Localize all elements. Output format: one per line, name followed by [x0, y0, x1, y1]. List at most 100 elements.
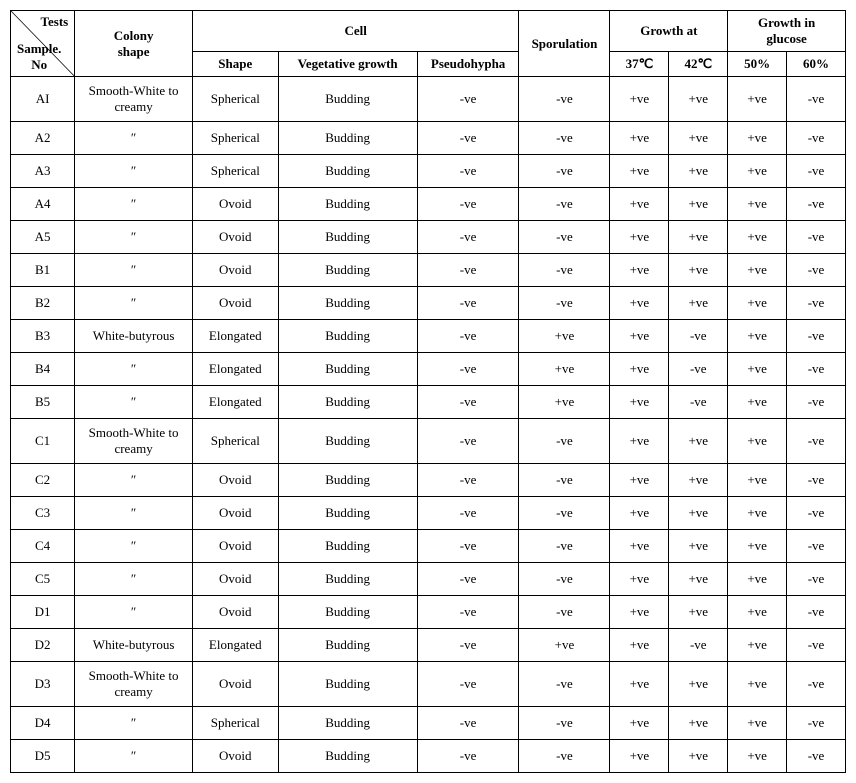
pseudohypha: -ve [417, 254, 519, 287]
table-row: D5″OvoidBudding-ve-ve+ve+ve+ve-ve [11, 740, 846, 773]
growth-42: +ve [669, 662, 728, 707]
header-cell-group: Cell [192, 11, 518, 52]
colony-shape: ″ [75, 563, 193, 596]
colony-shape: ″ [75, 155, 193, 188]
cell-shape: Ovoid [192, 596, 278, 629]
growth-42: +ve [669, 497, 728, 530]
glucose-60: -ve [787, 386, 846, 419]
colony-shape: ″ [75, 254, 193, 287]
glucose-60: -ve [787, 629, 846, 662]
cell-shape: Elongated [192, 320, 278, 353]
glucose-50: +ve [728, 320, 787, 353]
glucose-60: -ve [787, 77, 846, 122]
sample-id: B2 [11, 287, 75, 320]
growth-37: +ve [610, 629, 669, 662]
header-veg: Vegetative growth [278, 52, 417, 77]
header-sporulation: Sporulation [519, 11, 610, 77]
growth-42: -ve [669, 320, 728, 353]
header-colony: Colonyshape [75, 11, 193, 77]
growth-37: +ve [610, 221, 669, 254]
cell-shape: Spherical [192, 419, 278, 464]
growth-37: +ve [610, 563, 669, 596]
growth-37: +ve [610, 320, 669, 353]
growth-42: -ve [669, 353, 728, 386]
growth-42: -ve [669, 629, 728, 662]
veg-growth: Budding [278, 122, 417, 155]
sample-id: B3 [11, 320, 75, 353]
table-row: C3″OvoidBudding-ve-ve+ve+ve+ve-ve [11, 497, 846, 530]
growth-42: +ve [669, 287, 728, 320]
sporulation: +ve [519, 353, 610, 386]
table-row: C5″OvoidBudding-ve-ve+ve+ve+ve-ve [11, 563, 846, 596]
growth-42: +ve [669, 254, 728, 287]
sample-id: B5 [11, 386, 75, 419]
veg-growth: Budding [278, 155, 417, 188]
sample-id: C4 [11, 530, 75, 563]
veg-growth: Budding [278, 629, 417, 662]
glucose-50: +ve [728, 497, 787, 530]
sample-id: C2 [11, 464, 75, 497]
sample-id: D5 [11, 740, 75, 773]
growth-42: +ve [669, 563, 728, 596]
glucose-60: -ve [787, 419, 846, 464]
growth-42: +ve [669, 740, 728, 773]
glucose-60: -ve [787, 497, 846, 530]
cell-shape: Elongated [192, 353, 278, 386]
sporulation: -ve [519, 563, 610, 596]
cell-shape: Spherical [192, 77, 278, 122]
table-row: D1″OvoidBudding-ve-ve+ve+ve+ve-ve [11, 596, 846, 629]
pseudohypha: -ve [417, 497, 519, 530]
table-row: D3Smooth-White to creamyOvoidBudding-ve-… [11, 662, 846, 707]
sporulation: -ve [519, 662, 610, 707]
growth-42: +ve [669, 530, 728, 563]
veg-growth: Budding [278, 596, 417, 629]
growth-37: +ve [610, 386, 669, 419]
glucose-60: -ve [787, 530, 846, 563]
sporulation: -ve [519, 596, 610, 629]
sporulation: -ve [519, 155, 610, 188]
sample-id: B4 [11, 353, 75, 386]
pseudohypha: -ve [417, 464, 519, 497]
sample-id: A5 [11, 221, 75, 254]
pseudohypha: -ve [417, 629, 519, 662]
growth-42: +ve [669, 188, 728, 221]
veg-growth: Budding [278, 419, 417, 464]
colony-shape: ″ [75, 122, 193, 155]
sporulation: +ve [519, 386, 610, 419]
glucose-60: -ve [787, 254, 846, 287]
sporulation: -ve [519, 287, 610, 320]
veg-growth: Budding [278, 707, 417, 740]
cell-shape: Elongated [192, 629, 278, 662]
growth-37: +ve [610, 287, 669, 320]
table-row: B3White-butyrousElongatedBudding-ve+ve+v… [11, 320, 846, 353]
sample-id: D2 [11, 629, 75, 662]
header-60pct: 60% [787, 52, 846, 77]
growth-37: +ve [610, 464, 669, 497]
colony-shape: Smooth-White to creamy [75, 77, 193, 122]
header-42c: 42℃ [669, 52, 728, 77]
colony-shape: ″ [75, 740, 193, 773]
table-row: A3″SphericalBudding-ve-ve+ve+ve+ve-ve [11, 155, 846, 188]
pseudohypha: -ve [417, 77, 519, 122]
colony-shape: ″ [75, 464, 193, 497]
glucose-60: -ve [787, 320, 846, 353]
glucose-60: -ve [787, 122, 846, 155]
cell-shape: Ovoid [192, 497, 278, 530]
header-pseudo: Pseudohypha [417, 52, 519, 77]
glucose-50: +ve [728, 386, 787, 419]
pseudohypha: -ve [417, 563, 519, 596]
veg-growth: Budding [278, 77, 417, 122]
sporulation: -ve [519, 221, 610, 254]
glucose-60: -ve [787, 662, 846, 707]
colony-shape: ″ [75, 497, 193, 530]
glucose-60: -ve [787, 464, 846, 497]
table-row: B1″OvoidBudding-ve-ve+ve+ve+ve-ve [11, 254, 846, 287]
colony-shape: White-butyrous [75, 320, 193, 353]
sample-id: C5 [11, 563, 75, 596]
growth-37: +ve [610, 530, 669, 563]
veg-growth: Budding [278, 353, 417, 386]
glucose-60: -ve [787, 188, 846, 221]
colony-shape: ″ [75, 596, 193, 629]
growth-37: +ve [610, 188, 669, 221]
pseudohypha: -ve [417, 530, 519, 563]
